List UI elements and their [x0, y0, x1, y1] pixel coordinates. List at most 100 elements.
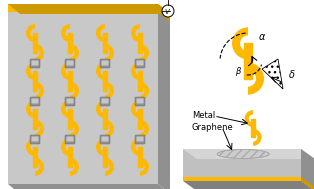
- Wedge shape: [140, 44, 149, 62]
- Polygon shape: [301, 149, 314, 189]
- FancyBboxPatch shape: [137, 60, 143, 66]
- Ellipse shape: [217, 149, 269, 159]
- Text: α: α: [259, 32, 265, 42]
- Bar: [103, 71, 107, 91]
- Wedge shape: [61, 24, 70, 42]
- FancyBboxPatch shape: [135, 135, 145, 144]
- Wedge shape: [253, 129, 262, 146]
- Wedge shape: [131, 24, 140, 42]
- FancyBboxPatch shape: [100, 135, 110, 144]
- Text: Graphene: Graphene: [192, 122, 234, 132]
- Text: Metal: Metal: [192, 112, 215, 121]
- Wedge shape: [105, 120, 114, 138]
- Bar: [33, 109, 37, 129]
- FancyBboxPatch shape: [100, 59, 110, 68]
- FancyBboxPatch shape: [30, 97, 40, 106]
- Bar: [33, 33, 37, 53]
- Wedge shape: [26, 62, 35, 80]
- Wedge shape: [140, 120, 149, 138]
- Wedge shape: [96, 100, 105, 118]
- Polygon shape: [183, 177, 301, 181]
- Bar: [138, 109, 142, 129]
- Wedge shape: [61, 62, 70, 80]
- FancyBboxPatch shape: [135, 97, 145, 106]
- Polygon shape: [8, 4, 170, 14]
- Wedge shape: [131, 138, 140, 156]
- Wedge shape: [70, 120, 79, 138]
- FancyBboxPatch shape: [67, 136, 73, 142]
- Bar: [103, 33, 107, 53]
- Wedge shape: [35, 158, 44, 176]
- Wedge shape: [232, 27, 248, 59]
- Polygon shape: [301, 177, 314, 189]
- FancyBboxPatch shape: [30, 135, 40, 144]
- Wedge shape: [140, 158, 149, 176]
- Polygon shape: [183, 181, 314, 189]
- Wedge shape: [61, 100, 70, 118]
- FancyBboxPatch shape: [137, 136, 143, 142]
- Wedge shape: [140, 82, 149, 100]
- Wedge shape: [61, 138, 70, 156]
- Wedge shape: [70, 44, 79, 62]
- FancyBboxPatch shape: [137, 98, 143, 104]
- Polygon shape: [8, 184, 170, 189]
- Wedge shape: [70, 158, 79, 176]
- Text: β: β: [235, 67, 241, 75]
- Wedge shape: [131, 62, 140, 80]
- Bar: [68, 109, 72, 129]
- Text: $\mathit{V}$: $\mathit{V}$: [165, 6, 172, 15]
- Wedge shape: [105, 158, 114, 176]
- Bar: [138, 71, 142, 91]
- Bar: [244, 43, 252, 79]
- Bar: [138, 147, 142, 167]
- Wedge shape: [96, 62, 105, 80]
- Bar: [103, 147, 107, 167]
- Circle shape: [162, 5, 174, 17]
- Wedge shape: [105, 82, 114, 100]
- Text: δ: δ: [289, 70, 295, 80]
- FancyBboxPatch shape: [100, 97, 110, 106]
- Wedge shape: [26, 100, 35, 118]
- Bar: [251, 119, 255, 137]
- Wedge shape: [70, 82, 79, 100]
- Wedge shape: [105, 44, 114, 62]
- FancyBboxPatch shape: [30, 59, 40, 68]
- Wedge shape: [96, 24, 105, 42]
- Polygon shape: [183, 149, 314, 159]
- Bar: [33, 71, 37, 91]
- FancyBboxPatch shape: [67, 98, 73, 104]
- Polygon shape: [8, 4, 170, 14]
- Wedge shape: [248, 63, 264, 95]
- Polygon shape: [158, 4, 170, 189]
- Polygon shape: [158, 4, 170, 22]
- Bar: [33, 147, 37, 167]
- FancyBboxPatch shape: [65, 135, 75, 144]
- Wedge shape: [26, 138, 35, 156]
- FancyBboxPatch shape: [31, 98, 39, 104]
- FancyBboxPatch shape: [31, 136, 39, 142]
- FancyBboxPatch shape: [135, 59, 145, 68]
- Wedge shape: [26, 24, 35, 42]
- FancyBboxPatch shape: [101, 98, 109, 104]
- FancyBboxPatch shape: [65, 97, 75, 106]
- Wedge shape: [96, 138, 105, 156]
- Wedge shape: [245, 110, 253, 127]
- Polygon shape: [262, 59, 283, 89]
- Bar: [68, 33, 72, 53]
- FancyBboxPatch shape: [31, 60, 39, 66]
- FancyBboxPatch shape: [67, 60, 73, 66]
- FancyBboxPatch shape: [65, 59, 75, 68]
- Wedge shape: [35, 82, 44, 100]
- Wedge shape: [131, 100, 140, 118]
- FancyBboxPatch shape: [101, 136, 109, 142]
- Wedge shape: [35, 44, 44, 62]
- Bar: [103, 109, 107, 129]
- Polygon shape: [183, 149, 301, 181]
- Bar: [138, 33, 142, 53]
- Wedge shape: [35, 120, 44, 138]
- Polygon shape: [8, 4, 158, 184]
- Bar: [68, 71, 72, 91]
- FancyBboxPatch shape: [101, 60, 109, 66]
- Bar: [68, 147, 72, 167]
- Polygon shape: [8, 4, 158, 12]
